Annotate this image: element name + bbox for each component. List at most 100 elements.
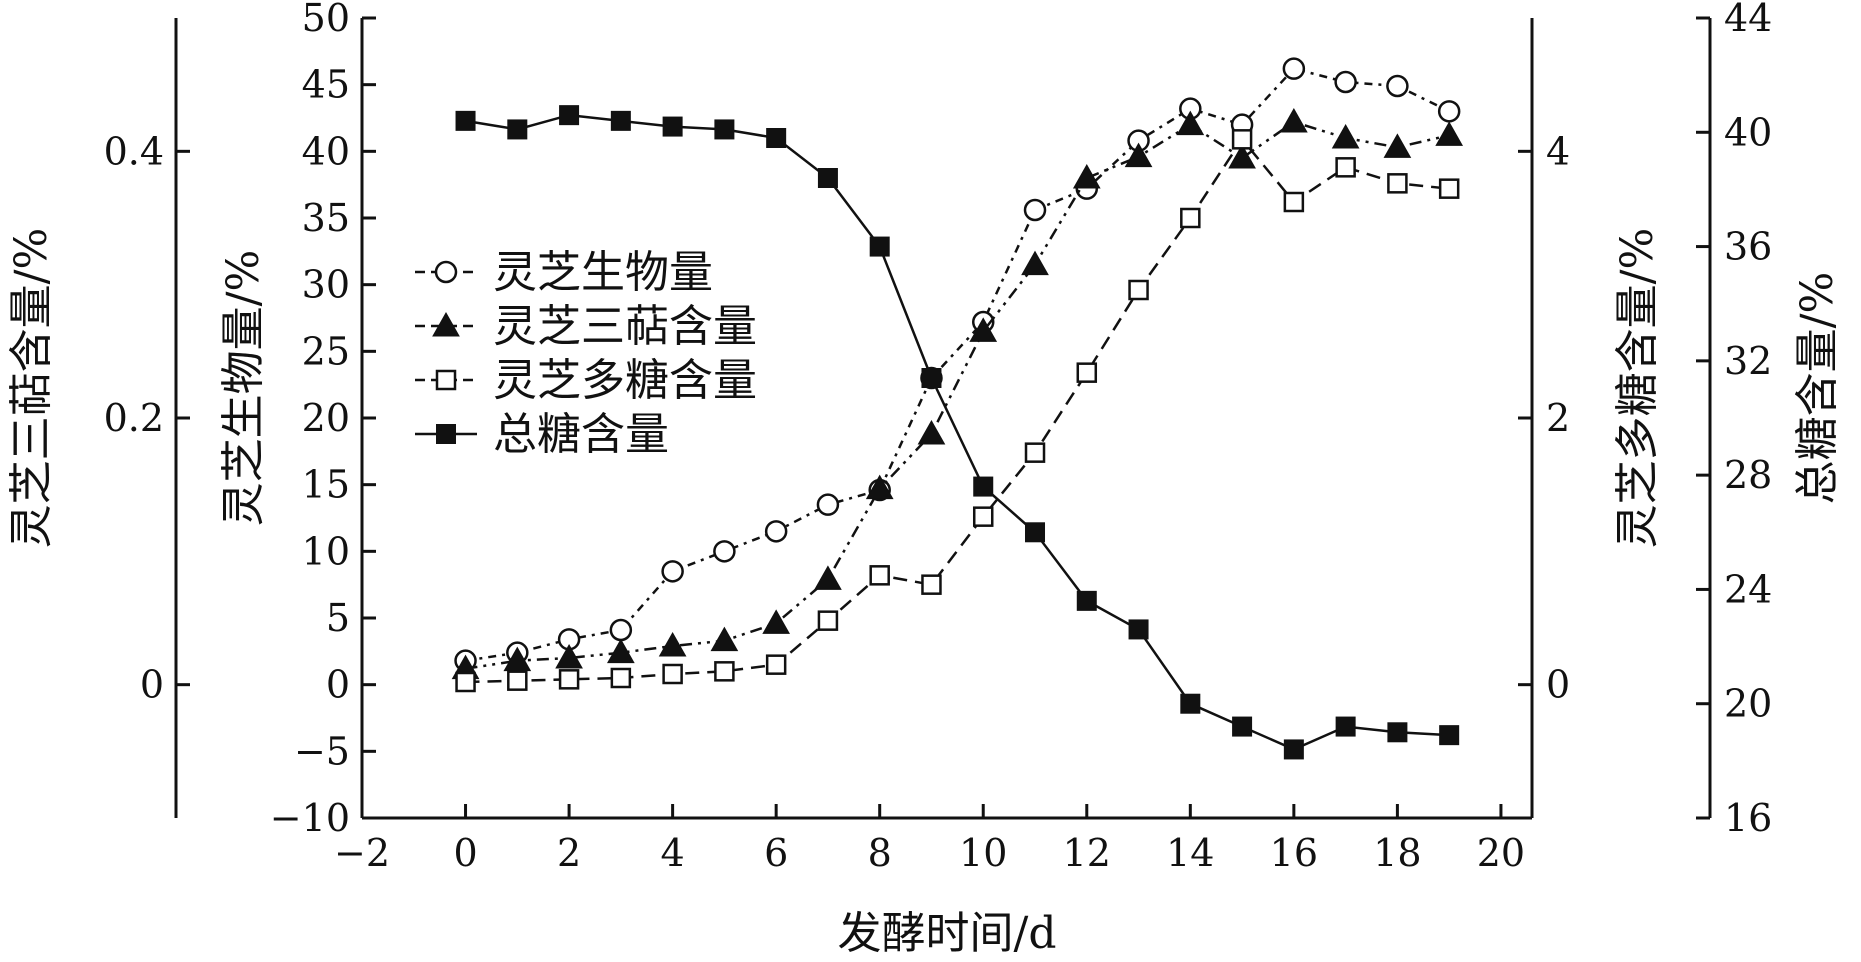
data-point — [610, 667, 632, 689]
data-point — [1439, 725, 1460, 746]
data-point — [814, 565, 842, 590]
data-point — [921, 574, 942, 595]
x-tick-label: 20 — [1477, 831, 1525, 875]
data-point — [661, 560, 684, 583]
x-tick-label: 0 — [453, 831, 477, 875]
biomass-tick-label: 30 — [302, 263, 350, 307]
x-tick-label: 12 — [1063, 831, 1111, 875]
series-2 — [455, 129, 1460, 693]
data-point — [764, 520, 788, 543]
x-axis-title: 发酵时间/d — [838, 908, 1057, 959]
axes-layer: −2 0 2 4 6 8 10 12 14 16 18 20发酵时间/d00.20.4灵芝三萜含量/%… — [6, 0, 1843, 959]
biomass-axis-title: 灵芝生物量/% — [218, 250, 269, 527]
polysaccharide-tick-label: 2 — [1546, 396, 1570, 440]
x-tick-label: 6 — [764, 831, 788, 875]
x-tick-label: 2 — [557, 831, 581, 875]
legend-item: 灵芝三萜含量 — [415, 301, 757, 352]
data-point — [1331, 123, 1360, 149]
data-point — [765, 654, 787, 675]
legend-label: 总糖含量 — [493, 409, 669, 460]
biomass-tick-label: 0 — [326, 663, 350, 707]
data-point — [1024, 442, 1046, 463]
data-point — [662, 116, 683, 137]
biomass-tick-label: −5 — [294, 729, 350, 773]
legend-item: 灵芝多糖含量 — [415, 355, 757, 406]
legend-label: 灵芝三萜含量 — [493, 301, 757, 352]
data-point — [1228, 143, 1256, 169]
data-point — [1180, 207, 1201, 229]
triterpene-tick-label: 0 — [140, 663, 164, 707]
data-point — [662, 663, 683, 685]
legend-marker — [436, 424, 456, 444]
data-point — [1231, 129, 1253, 150]
legend-item: 灵芝生物量 — [415, 247, 713, 298]
data-point — [1280, 107, 1308, 133]
data-point — [455, 671, 476, 693]
legend-label: 灵芝多糖含量 — [493, 355, 757, 406]
biomass-tick-label: 35 — [302, 196, 350, 240]
x-tick-label: 18 — [1373, 831, 1421, 875]
series-line — [465, 120, 1450, 670]
data-point — [714, 661, 735, 682]
data-point — [1438, 178, 1460, 199]
biomass-tick-label: 25 — [302, 329, 350, 373]
data-point — [609, 618, 633, 642]
data-point — [762, 609, 791, 634]
data-point — [817, 610, 839, 631]
total_sugar-axis-title: 总糖含量/% — [1792, 272, 1843, 505]
data-point — [558, 669, 580, 690]
legend-item: 总糖含量 — [415, 409, 669, 460]
total_sugar-tick-label: 40 — [1724, 110, 1772, 154]
total_sugar-tick-label: 24 — [1724, 567, 1772, 611]
x-tick-label: 4 — [661, 831, 685, 875]
data-point — [507, 119, 528, 140]
data-point — [1282, 57, 1306, 80]
data-point — [1387, 173, 1408, 194]
total_sugar-tick-label: 16 — [1724, 796, 1772, 840]
data-point — [714, 119, 735, 140]
data-point — [1176, 110, 1205, 136]
data-point — [1435, 121, 1464, 146]
data-point — [555, 643, 583, 669]
biomass-tick-label: 50 — [302, 0, 350, 40]
data-point — [869, 236, 890, 257]
x-tick-label: 16 — [1270, 831, 1318, 875]
biomass-tick-label: 10 — [302, 529, 350, 573]
data-point — [1334, 70, 1357, 94]
legend-marker — [432, 311, 460, 337]
triterpene-axis-title: 灵芝三萜含量/% — [6, 228, 57, 549]
data-point — [610, 110, 631, 131]
data-point — [1437, 100, 1461, 123]
total_sugar-tick-label: 44 — [1724, 0, 1772, 40]
data-point — [1076, 590, 1097, 611]
biomass-tick-label: 20 — [302, 396, 350, 440]
data-point — [865, 474, 894, 500]
data-point — [1283, 191, 1305, 213]
total_sugar-tick-label: 32 — [1724, 339, 1772, 383]
data-point — [658, 631, 687, 657]
biomass-tick-label: 15 — [302, 463, 350, 507]
data-point — [1072, 163, 1101, 189]
biomass-tick-label: 5 — [326, 596, 350, 640]
data-point — [507, 670, 528, 691]
data-point — [1128, 619, 1149, 640]
series-line — [465, 67, 1450, 662]
data-point — [921, 368, 942, 388]
biomass-tick-label: −10 — [270, 796, 350, 840]
data-point — [973, 476, 994, 497]
legend-label: 灵芝生物量 — [493, 247, 713, 298]
series-1 — [451, 107, 1464, 680]
data-point — [969, 317, 998, 342]
legend-marker — [435, 369, 457, 391]
data-point — [1383, 133, 1412, 158]
data-point — [713, 540, 736, 563]
data-point — [1124, 142, 1153, 168]
data-point — [1021, 250, 1049, 276]
total_sugar-tick-label: 20 — [1724, 682, 1772, 726]
x-tick-label: −2 — [334, 831, 390, 875]
data-point — [1283, 739, 1304, 760]
data-point — [1386, 74, 1409, 98]
data-point — [1232, 716, 1253, 737]
